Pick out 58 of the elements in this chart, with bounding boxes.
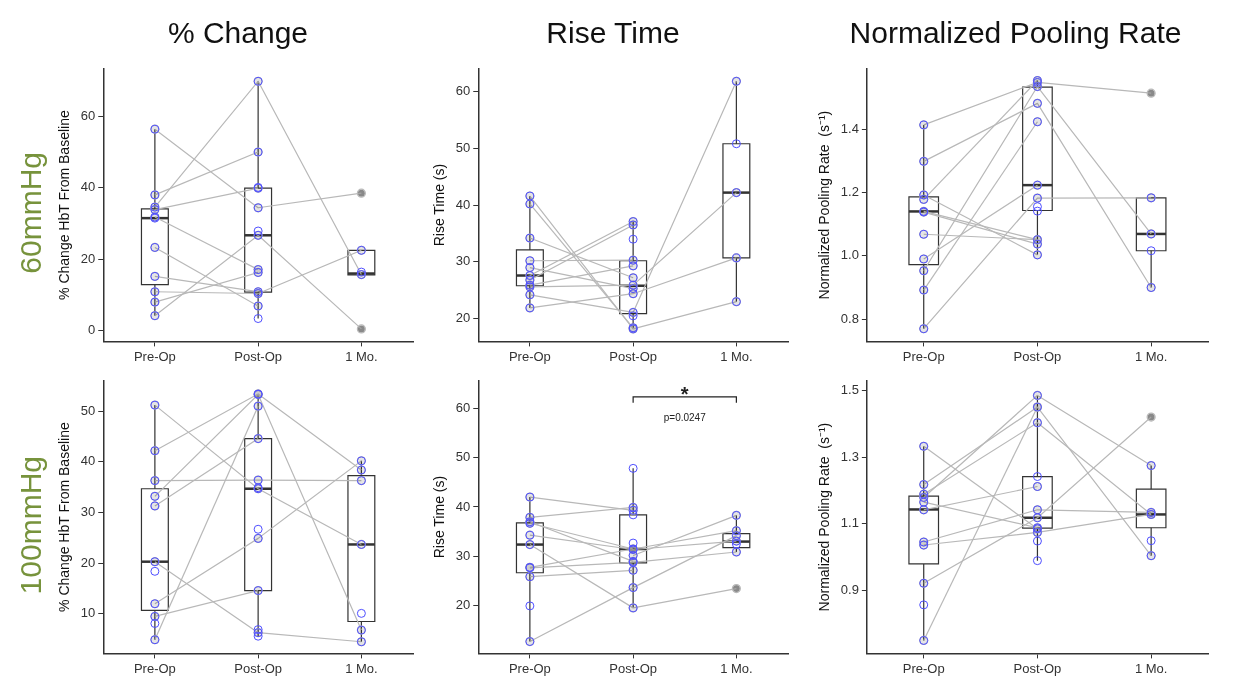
y-tick-label: 1.1	[840, 515, 859, 531]
y-tick-label: 10	[80, 605, 96, 621]
annotation: *	[680, 383, 689, 406]
y-tick-label: 1.3	[840, 448, 859, 464]
y-tick-label: 60	[80, 107, 96, 123]
y-tick-label: 30	[455, 548, 471, 564]
chart-title: Rise Time	[545, 15, 681, 51]
y-tick-label: 50	[80, 402, 96, 418]
x-tick-label: Pre-Op	[508, 660, 551, 676]
y-tick-label: 1.4	[840, 120, 859, 136]
y-tick-label: 50	[455, 139, 471, 155]
y-tick-label: 50	[455, 449, 471, 465]
x-tick-label: 1 Mo.	[345, 660, 378, 676]
x-tick-label: Pre-Op	[902, 660, 945, 676]
chart-title: % Change	[166, 15, 310, 51]
x-tick-label: Post-Op	[1013, 348, 1062, 364]
y-tick-label: 40	[455, 498, 471, 514]
x-tick-label: Post-Op	[1013, 660, 1062, 676]
y-tick-label: 40	[80, 179, 96, 195]
x-tick-label: 1 Mo.	[720, 660, 753, 676]
y-tick-label: 1.5	[840, 382, 859, 398]
y-axis-title: Rise Time (s)	[431, 475, 448, 559]
annotation: p=0.0247	[663, 411, 707, 423]
x-tick-label: Post-Op	[609, 660, 657, 676]
text: 100mmHg	[13, 455, 48, 595]
text: 60mmHg	[13, 152, 48, 274]
y-tick-label: 0.8	[840, 310, 859, 326]
y-tick-label: 40	[80, 453, 96, 469]
y-axis-title: Normalized Pooling Rate (s⁻¹)	[816, 422, 833, 612]
x-tick-label: Post-Op	[609, 348, 657, 364]
y-tick-label: 0	[88, 322, 96, 338]
y-tick-label: 60	[455, 399, 471, 415]
x-tick-label: Post-Op	[234, 660, 282, 676]
chart-title: Normalized Pooling Rate	[848, 15, 1183, 51]
x-tick-label: 1 Mo.	[720, 348, 753, 364]
y-tick-label: 20	[455, 310, 471, 326]
y-tick-label: 20	[80, 250, 96, 266]
y-tick-label: 40	[455, 196, 471, 212]
x-tick-label: Pre-Op	[133, 348, 176, 364]
x-tick-label: 1 Mo.	[1134, 660, 1168, 676]
x-tick-label: 1 Mo.	[345, 348, 378, 364]
y-tick-label: 30	[80, 504, 96, 520]
y-axis-title: Normalized Pooling Rate (s⁻¹)	[816, 110, 833, 300]
y-tick-label: 0.9	[840, 581, 859, 597]
x-tick-label: Post-Op	[234, 348, 282, 364]
y-tick-label: 1.0	[840, 247, 859, 263]
y-axis-title: Rise Time (s)	[431, 163, 448, 247]
y-axis-title: % Change HbT From Baseline	[56, 110, 73, 300]
y-axis-title: % Change HbT From Baseline	[56, 422, 73, 612]
x-tick-label: Pre-Op	[508, 348, 551, 364]
y-tick-label: 30	[455, 253, 471, 269]
y-tick-label: 60	[455, 83, 471, 99]
y-tick-label: 1.2	[840, 184, 859, 199]
y-tick-label: 20	[455, 597, 471, 613]
x-tick-label: Pre-Op	[902, 348, 945, 364]
x-tick-label: 1 Mo.	[1134, 348, 1168, 364]
x-tick-label: Pre-Op	[133, 660, 176, 676]
y-tick-label: 20	[80, 554, 96, 570]
